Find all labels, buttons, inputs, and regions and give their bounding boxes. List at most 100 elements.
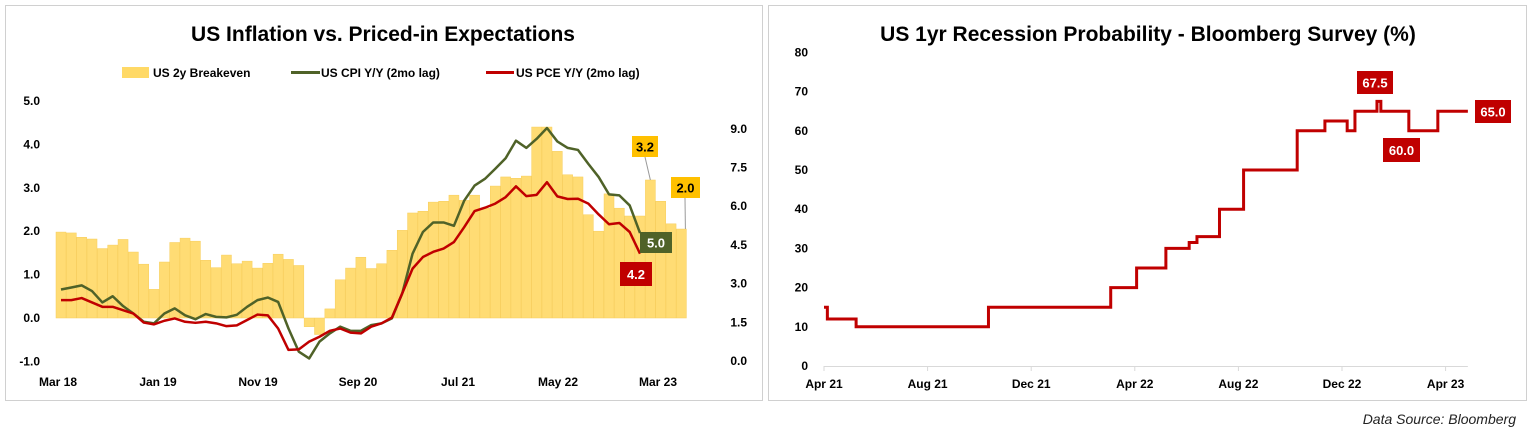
breakeven-bar [366,269,376,318]
breakeven-bar [377,264,387,318]
x-tick-label: Mar 23 [639,375,677,389]
y-left-tick-label: 1.0 [23,268,40,282]
breakeven-bar [66,233,76,318]
x-tick-label: Dec 22 [1323,377,1362,391]
x-tick-label: Aug 21 [908,377,948,391]
breakeven-bar [159,262,169,318]
x-tick-label: Mar 18 [39,375,77,389]
y-tick-label: 70 [795,85,809,99]
x-tick-label: Dec 21 [1012,377,1051,391]
recession-probability-line [824,101,1468,326]
y-tick-label: 10 [795,320,809,334]
y-right-tick-label: 1.5 [730,315,747,329]
x-tick-label: Sep 20 [339,375,378,389]
breakeven-bar [542,127,552,318]
legend: US 2y Breakeven US CPI Y/Y (2mo lag) US … [122,66,640,80]
right-chart-title: US 1yr Recession Probability - Bloomberg… [880,23,1416,46]
breakeven-bar [604,194,614,318]
y-right-tick-label: 4.5 [730,238,747,252]
y-tick-label: 20 [795,281,809,295]
breakeven-bar [170,242,180,318]
x-tick-label: Jul 21 [441,375,475,389]
breakeven-bar [532,127,542,318]
breakeven-bar [252,268,262,318]
breakeven-bar [304,318,314,327]
breakeven-bar [346,268,356,318]
legend-swatch-breakeven [122,67,149,78]
breakeven-bar [211,268,221,318]
y-left-tick-label: 5.0 [23,94,40,108]
x-tick-label: Apr 21 [805,377,843,391]
y-tick-label: 50 [795,163,809,177]
y-tick-label: 80 [795,45,809,59]
x-tick-label: May 22 [538,375,578,389]
breakeven-bar [87,239,97,318]
y-left-tick-label: 0.0 [23,311,40,325]
breakeven-label-peak: 3.2 [636,140,654,155]
x-tick-label: Apr 23 [1427,377,1465,391]
breakeven-bar [511,178,521,318]
left-chart-title: US Inflation vs. Priced-in Expectations [191,23,575,46]
breakeven-bar [221,255,231,318]
y-tick-label: 0 [801,359,808,373]
breakeven-bar [190,241,200,318]
pce-last-label: 4.2 [627,267,645,282]
breakeven-label-last: 2.0 [676,181,694,196]
breakeven-bar [356,257,366,318]
y-right-tick-label: 3.0 [730,277,747,291]
breakeven-bar [56,232,66,318]
breakeven-bar [470,195,480,318]
cpi-last-label: 5.0 [647,236,665,251]
breakeven-bar [77,237,87,318]
leader-line [645,157,650,180]
legend-label-pce: US PCE Y/Y (2mo lag) [516,66,640,80]
x-tick-label: Jan 19 [139,375,177,389]
data-source-note: Data Source: Bloomberg [1363,411,1517,427]
breakeven-bar [294,265,304,318]
low-value-label: 60.0 [1389,143,1414,158]
peak-value-label: 67.5 [1362,76,1387,91]
y-left-tick-label: 2.0 [23,224,40,238]
x-tick-label: Aug 22 [1218,377,1258,391]
x-tick-label: Apr 22 [1116,377,1154,391]
breakeven-bar [263,263,273,318]
breakeven-bar [325,309,335,318]
breakeven-bar [552,151,562,318]
y-right-tick-label: 7.5 [730,161,747,175]
y-left-tick-label: 4.0 [23,137,40,151]
breakeven-bar [439,201,449,318]
legend-label-cpi: US CPI Y/Y (2mo lag) [321,66,440,80]
legend-label-breakeven: US 2y Breakeven [153,66,250,80]
breakeven-bar [149,289,159,318]
y-right-tick-label: 9.0 [730,122,747,136]
breakeven-bar [449,195,459,318]
breakeven-bar [583,215,593,318]
breakeven-bar [201,260,211,318]
breakeven-bar [428,202,438,318]
breakeven-bar [128,252,138,318]
breakeven-bar [232,264,242,318]
breakeven-bar [283,259,293,318]
breakeven-bar [180,238,190,318]
y-left-tick-label: 3.0 [23,181,40,195]
y-tick-label: 60 [795,124,809,138]
y-tick-label: 30 [795,241,809,255]
last-value-label: 65.0 [1480,105,1505,120]
y-tick-label: 40 [795,202,809,216]
breakeven-bar [315,318,325,334]
breakeven-bar [459,200,469,318]
breakeven-bar [335,280,345,318]
right-panel-border [769,6,1527,401]
breakeven-bar [563,175,573,318]
x-tick-label: Nov 19 [238,375,278,389]
breakeven-bar [139,264,149,318]
breakeven-bar [676,229,686,318]
y-left-tick-label: -1.0 [19,354,40,368]
breakeven-bar [656,201,666,318]
breakeven-bar [594,231,604,318]
breakeven-bar [480,208,490,318]
y-right-tick-label: 0.0 [730,354,747,368]
y-right-tick-label: 6.0 [730,199,747,213]
